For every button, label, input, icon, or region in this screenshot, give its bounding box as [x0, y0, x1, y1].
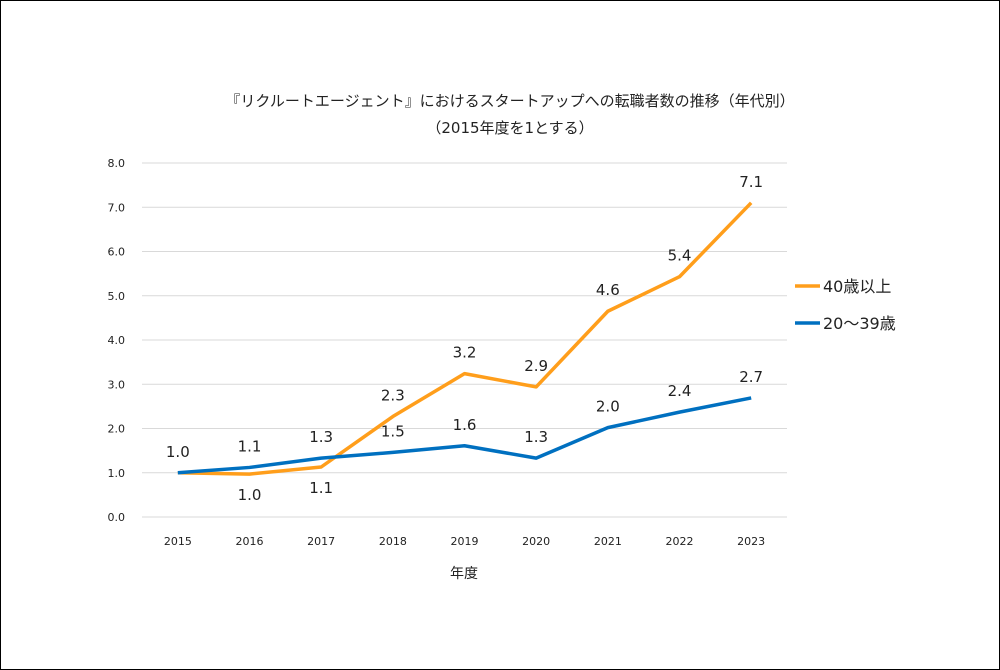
series-line-1: [177, 396, 752, 475]
y-tick-label: 2.0: [108, 423, 126, 436]
x-tick-label: 2017: [307, 535, 335, 548]
data-label: 1.5: [381, 422, 405, 440]
legend-label: 20〜39歳: [823, 314, 896, 333]
data-label: 2.9: [524, 357, 548, 375]
y-tick-label: 1.0: [108, 467, 126, 480]
y-tick-label: 4.0: [108, 334, 126, 347]
y-tick-label: 6.0: [108, 246, 126, 259]
data-label: 1.1: [238, 437, 262, 455]
data-label: 1.6: [453, 416, 477, 434]
legend-label: 40歳以上: [823, 277, 891, 296]
data-label: 1.0: [166, 443, 190, 461]
data-label: 5.4: [668, 247, 692, 265]
chart-subtitle: （2015年度を1とする）: [426, 119, 593, 137]
x-tick-label: 2021: [594, 535, 622, 548]
data-label: 1.3: [524, 428, 548, 446]
chart-title: 『リクルートエージェント』におけるスタートアップへの転職者数の推移（年代別）: [225, 92, 794, 110]
x-tick-label: 2020: [522, 535, 550, 548]
x-tick-label: 2016: [236, 535, 264, 548]
data-label: 2.3: [381, 387, 405, 405]
x-axis-label: 年度: [450, 566, 478, 582]
y-tick-label: 3.0: [108, 378, 126, 391]
x-tick-label: 2015: [164, 535, 192, 548]
y-tick-label: 8.0: [108, 157, 126, 170]
data-label: 1.1: [309, 479, 333, 497]
x-tick-label: 2022: [666, 535, 694, 548]
x-tick-label: 2019: [451, 535, 479, 548]
y-tick-label: 7.0: [108, 201, 126, 214]
data-label: 2.0: [596, 398, 620, 416]
data-label: 2.7: [739, 368, 763, 386]
data-label: 3.2: [453, 344, 477, 362]
data-label: 7.1: [739, 173, 763, 191]
data-label: 1.3: [309, 428, 333, 446]
data-label: 2.4: [668, 382, 692, 400]
y-tick-label: 5.0: [108, 290, 126, 303]
x-tick-label: 2023: [737, 535, 765, 548]
x-tick-label: 2018: [379, 535, 407, 548]
data-label: 1.0: [238, 486, 262, 504]
data-label: 4.6: [596, 281, 620, 299]
y-tick-label: 0.0: [108, 511, 126, 524]
